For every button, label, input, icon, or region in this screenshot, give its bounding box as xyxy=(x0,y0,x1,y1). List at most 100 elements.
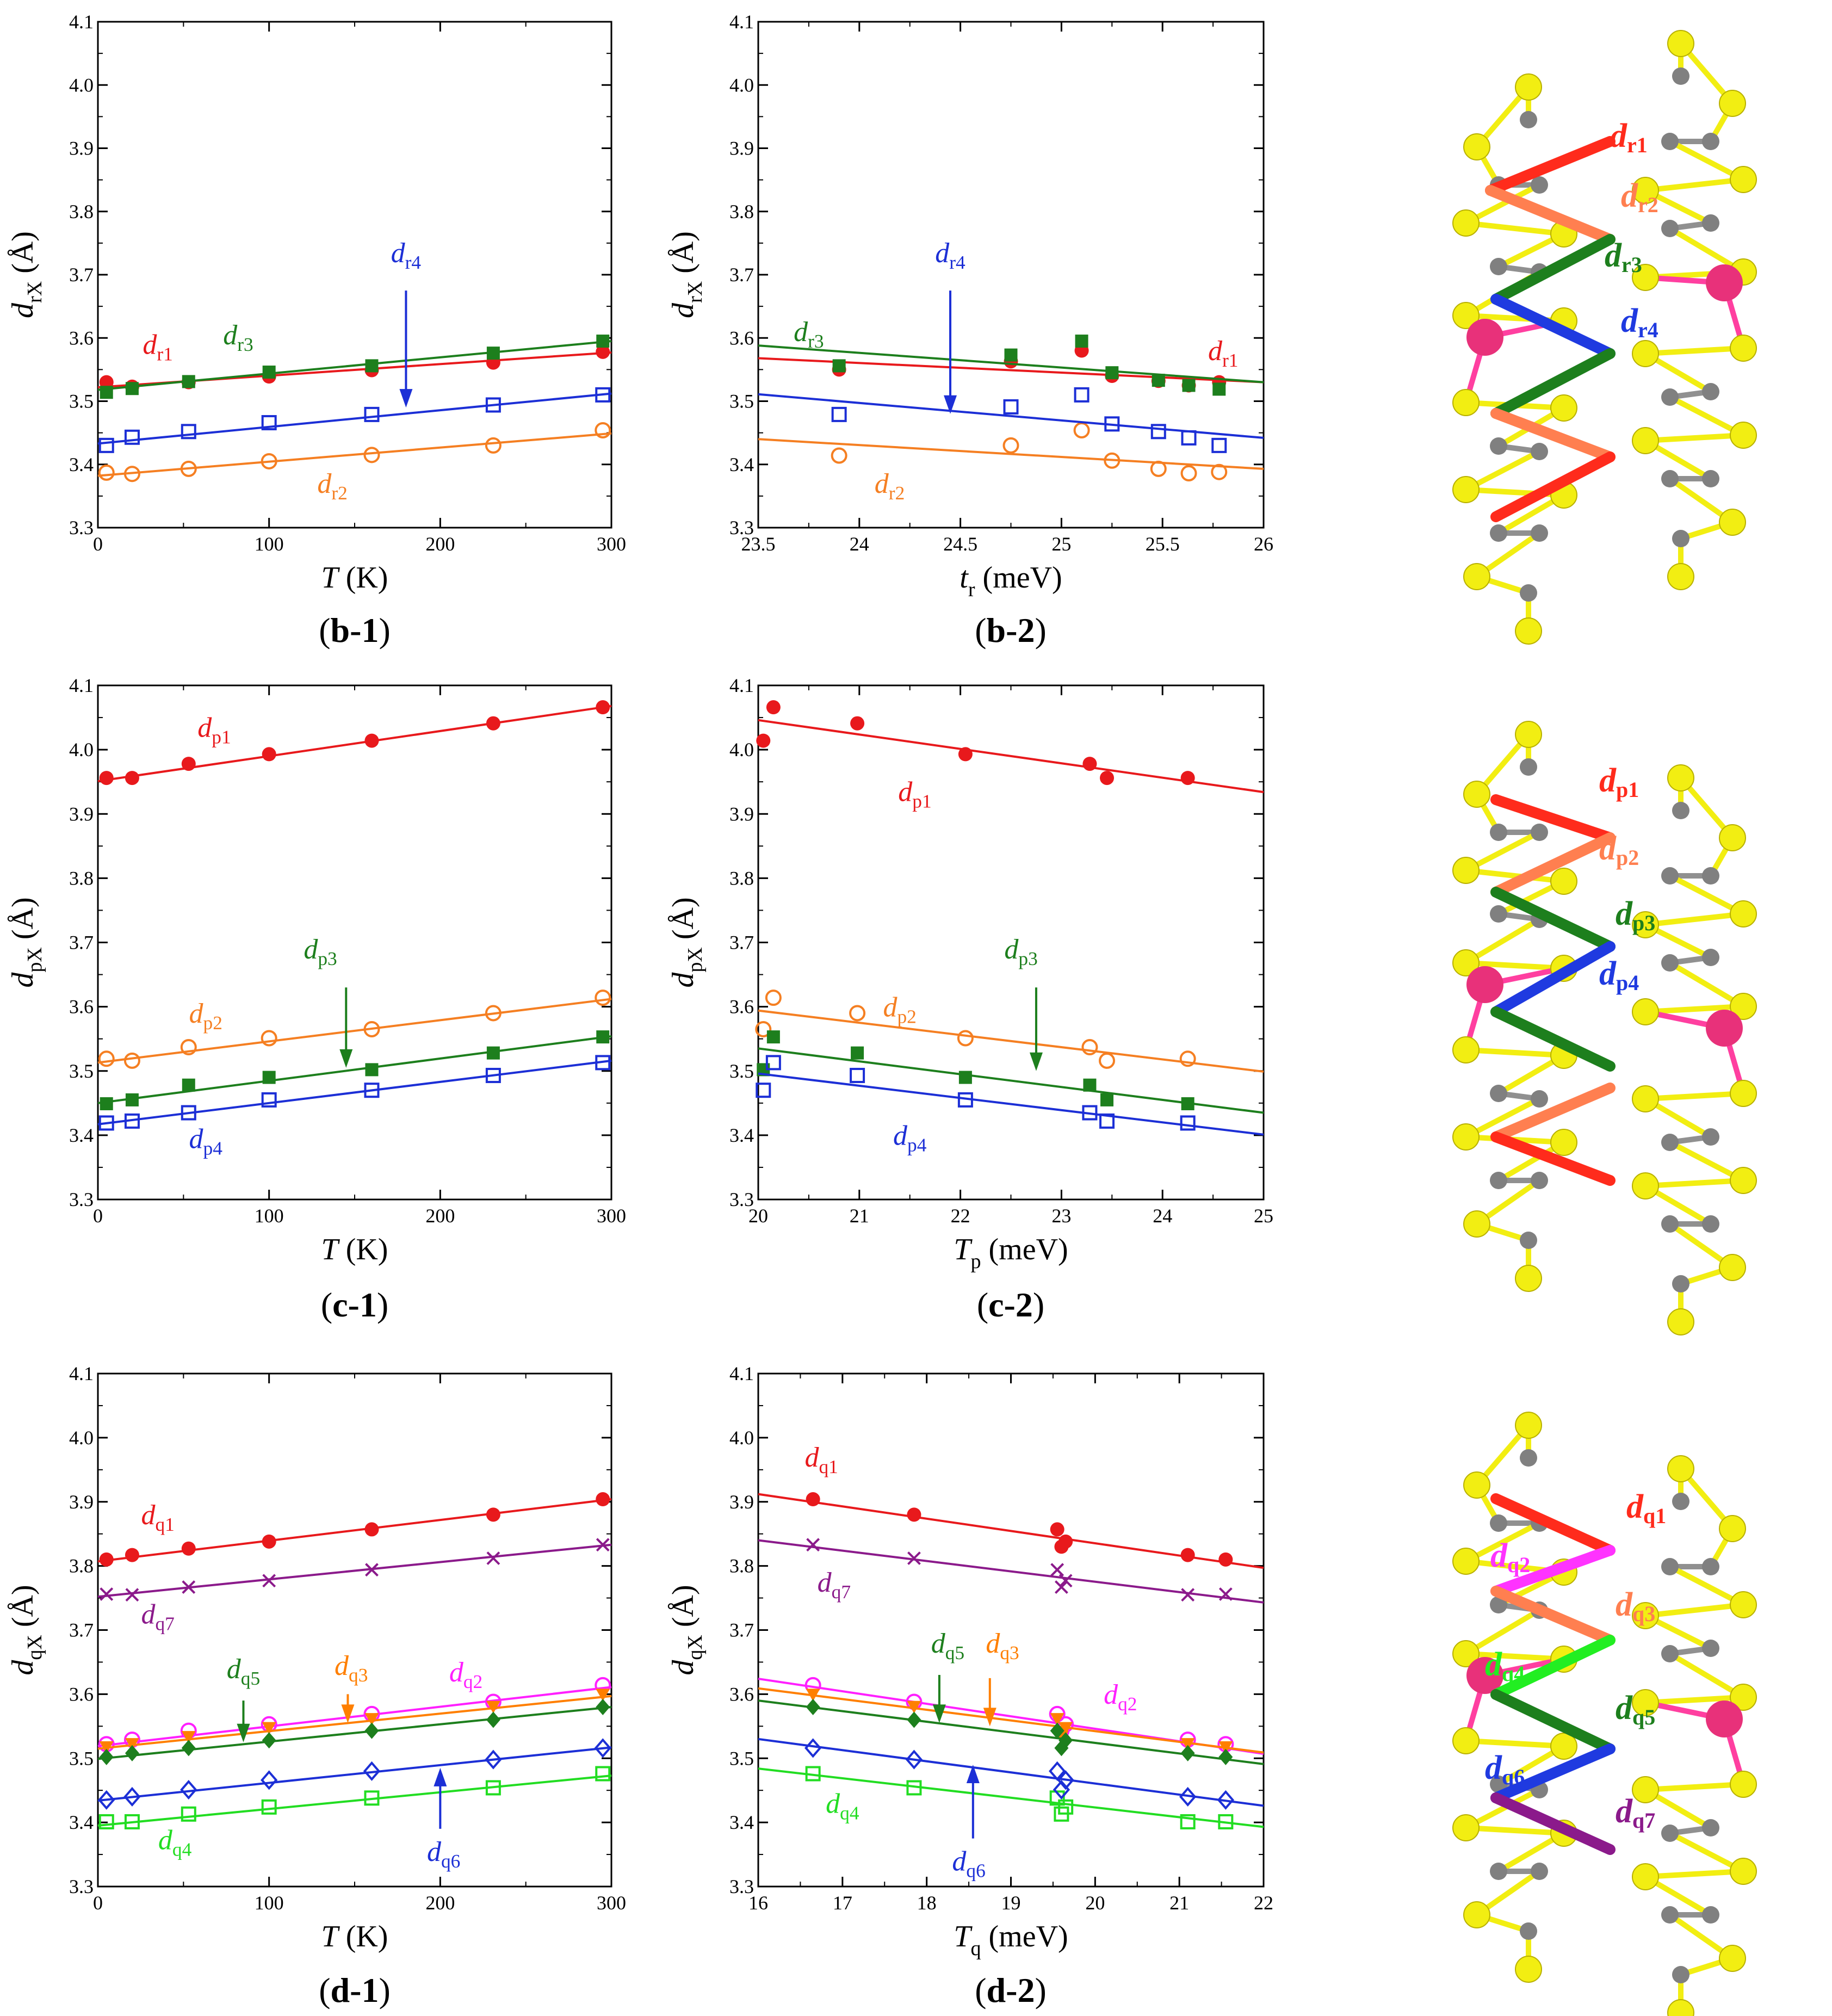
carbon-atom xyxy=(1520,1922,1537,1940)
data-point-dp3 xyxy=(100,1097,113,1110)
carbon-atom xyxy=(1672,530,1689,547)
y-tick-label: 3.3 xyxy=(69,517,94,539)
molecule-right-column xyxy=(1632,30,1757,590)
data-point-dp2 xyxy=(485,1005,502,1022)
label-sub: p4 xyxy=(907,1134,927,1156)
fit-line-dp4 xyxy=(97,1059,612,1126)
data-point-dq4 xyxy=(261,1799,277,1815)
carbon-atom xyxy=(1490,1172,1507,1189)
contact-q7 xyxy=(1490,1792,1616,1855)
series-dq6 xyxy=(97,1738,612,1810)
atom-bond xyxy=(1464,1607,1541,1656)
fit-line-dp1 xyxy=(97,704,612,782)
series-label-p3: dp3 xyxy=(1004,934,1037,969)
x-tick-label: 24.5 xyxy=(943,533,977,555)
data-point-dr4 xyxy=(124,429,140,445)
data-point-dq6 xyxy=(594,1738,611,1758)
series-label-q5: dq5 xyxy=(227,1654,260,1689)
fit-line-dq2 xyxy=(97,1686,612,1747)
data-point-dq1 xyxy=(99,1552,114,1567)
data-point-dp1 xyxy=(766,700,781,715)
series-dr3 xyxy=(97,335,612,399)
label-sub: p4 xyxy=(203,1137,223,1159)
carbon-atom xyxy=(1531,176,1548,194)
data-point-dr2 xyxy=(123,466,140,483)
label-sub: r4 xyxy=(405,251,422,273)
contact-label-r3: dr3 xyxy=(1605,237,1642,277)
panel-label-close: ) xyxy=(1033,1285,1044,1324)
data-point-dq7 xyxy=(596,1538,610,1552)
molecule-left-column xyxy=(1452,73,1577,645)
contact-label-q5: dq5 xyxy=(1616,1690,1655,1729)
data-point-dq4 xyxy=(1218,1814,1234,1829)
data-point-dr4 xyxy=(1211,437,1227,453)
sulfur-atom xyxy=(1452,857,1480,884)
series-label-r3: dr3 xyxy=(223,320,253,355)
y-tick-label: 3.7 xyxy=(729,1619,754,1641)
carbon-atom xyxy=(1490,1596,1507,1613)
label-main: d xyxy=(986,1628,1000,1659)
contact-label-q6: dq6 xyxy=(1485,1749,1525,1789)
carbon-atom xyxy=(1702,1215,1719,1233)
contact-r3 xyxy=(1490,348,1616,419)
data-point-dp1 xyxy=(756,733,771,748)
sulfur-atom xyxy=(1667,1999,1694,2016)
series-dp4 xyxy=(756,1055,1264,1136)
contact-label-p2: dp2 xyxy=(1599,830,1639,870)
data-point-dq1 xyxy=(1059,1534,1073,1549)
atom-bond xyxy=(1464,830,1541,873)
data-point-dr3 xyxy=(832,359,846,373)
contact-label-main: d xyxy=(1599,955,1617,992)
data-point-dp3 xyxy=(596,1030,610,1044)
panel-label: (d-2) xyxy=(975,1971,1047,2009)
atom-bond xyxy=(1645,911,1744,927)
contact-label-sub: q7 xyxy=(1632,1808,1655,1833)
atom-bond xyxy=(1464,182,1541,226)
y-tick-label: 3.4 xyxy=(729,1124,754,1146)
x-axis-label: tr (meV) xyxy=(960,561,1062,601)
sulfur-atom xyxy=(1719,1254,1746,1281)
sulfur-atom xyxy=(1632,340,1659,367)
label-sub: r1 xyxy=(1222,349,1238,371)
fit-line-dq3 xyxy=(97,1695,612,1750)
contact-label-sub: q5 xyxy=(1632,1705,1655,1729)
contact-label-r1: dr1 xyxy=(1610,118,1648,157)
atom-bond xyxy=(1668,1564,1745,1607)
data-point-dp2 xyxy=(755,1021,772,1037)
sulfur-atom xyxy=(1452,209,1480,237)
label-main: d xyxy=(666,302,700,318)
series-dq1 xyxy=(758,1492,1264,1569)
data-point-dq6 xyxy=(98,1790,115,1810)
sulfur-atom xyxy=(1667,563,1694,590)
series-label-q2: dq2 xyxy=(1104,1679,1137,1715)
x-axis-label: T (K) xyxy=(321,1233,388,1266)
sulfur-atom xyxy=(1463,1471,1490,1499)
y-tick-label: 3.3 xyxy=(729,1189,754,1210)
series-label-p4: dp4 xyxy=(893,1121,927,1156)
label-unit: (meV) xyxy=(975,561,1062,595)
carbon-atom xyxy=(1531,824,1548,841)
panel-label: (b-2) xyxy=(975,611,1047,650)
atom-bond xyxy=(1464,917,1541,966)
atom-bond xyxy=(1464,1787,1541,1831)
annotation-arrowhead xyxy=(341,1704,355,1723)
data-point-dr3 xyxy=(1004,348,1018,362)
data-point-dp4 xyxy=(595,1055,611,1071)
atom-bond xyxy=(1645,1602,1744,1618)
data-point-dq6 xyxy=(180,1779,197,1800)
contact-label-p4: dp4 xyxy=(1599,955,1639,995)
fit-line-dp3 xyxy=(758,1047,1264,1114)
series-label-p4: dp4 xyxy=(189,1124,223,1159)
contact-label-q1: dq1 xyxy=(1626,1488,1666,1528)
carbon-atom xyxy=(1672,67,1689,85)
label-sub: r2 xyxy=(331,482,347,504)
data-point-dq5 xyxy=(596,1698,610,1715)
sulfur-atom xyxy=(1452,1814,1480,1841)
contact-r1 xyxy=(1485,136,1616,196)
data-point-dr2 xyxy=(1073,422,1090,438)
sulfur-atom xyxy=(1632,177,1659,204)
y-tick-label: 3.3 xyxy=(729,1876,754,1897)
sulfur-atom xyxy=(1515,1412,1542,1439)
panel-label-close: ) xyxy=(1035,611,1046,650)
data-point-dr3 xyxy=(1212,382,1226,396)
